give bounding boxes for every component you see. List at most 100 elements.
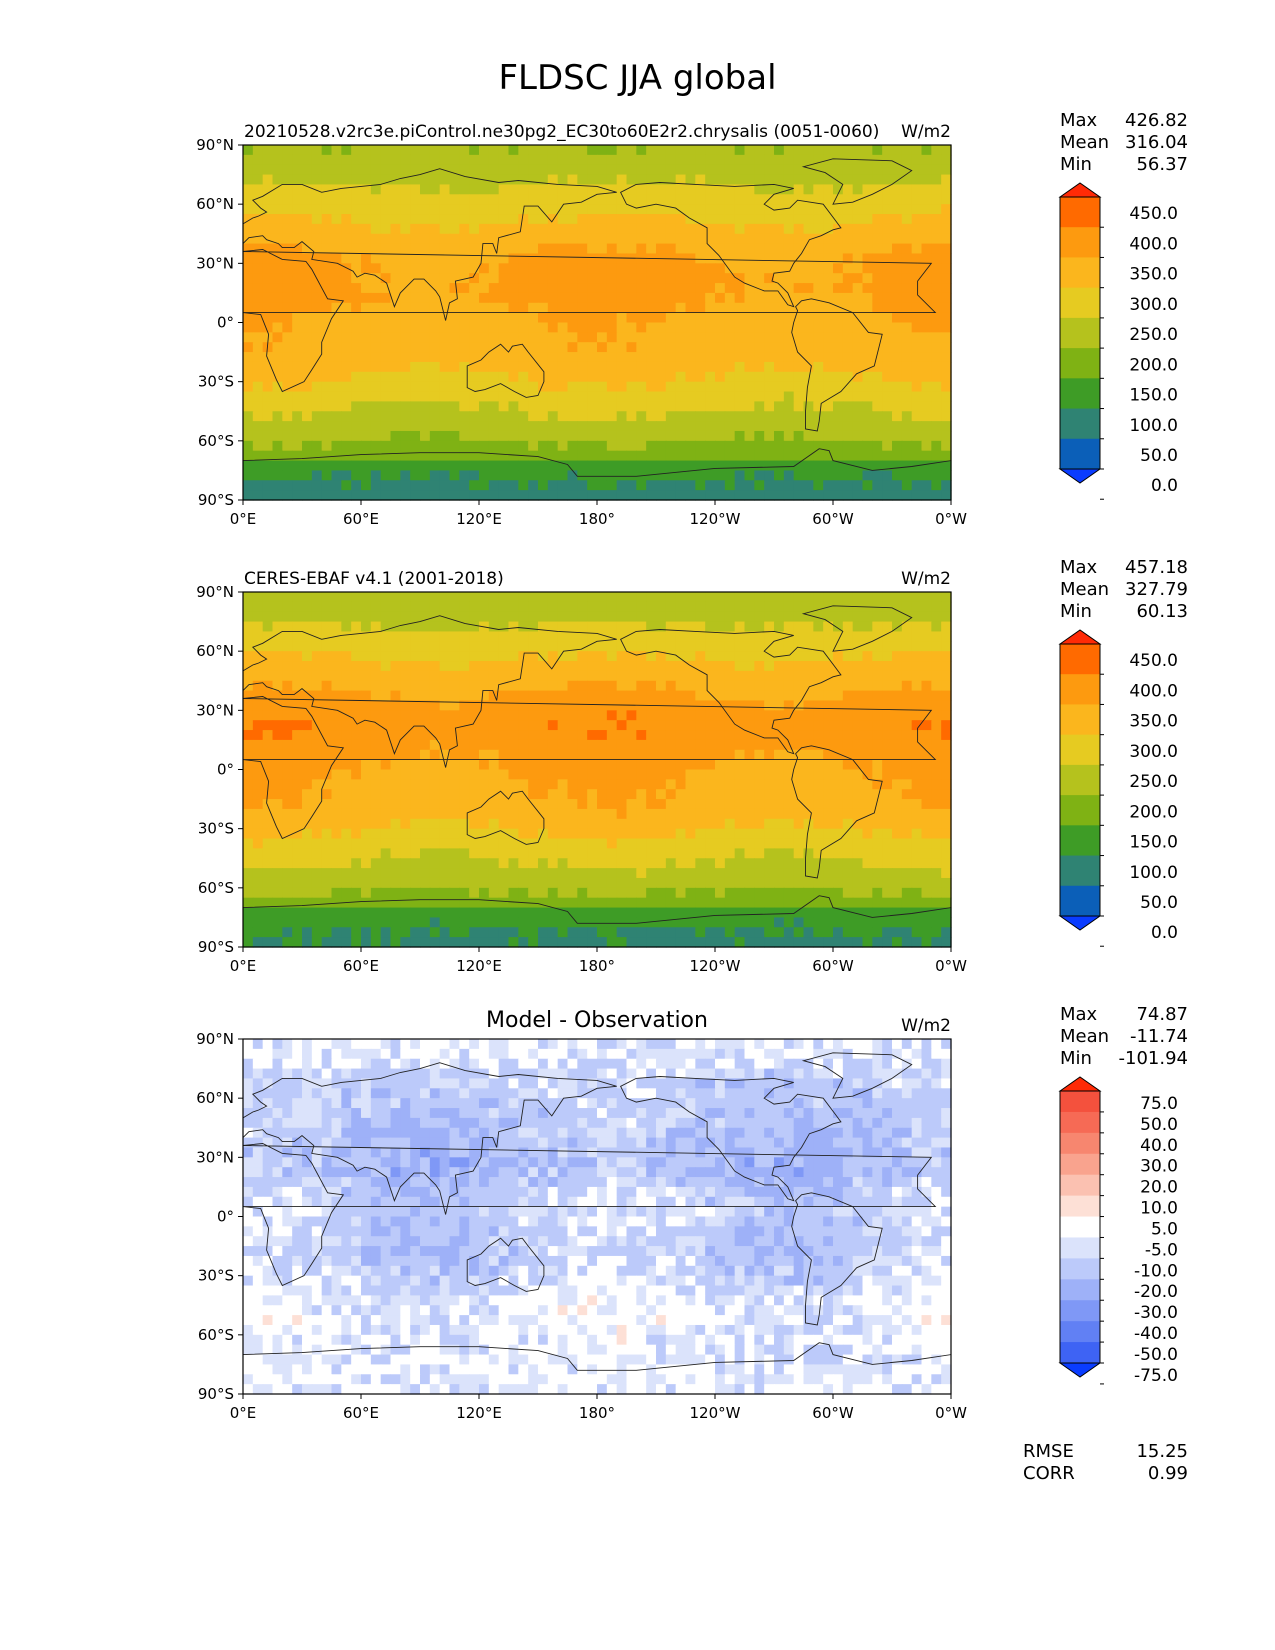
heatmap-cell [439, 808, 451, 820]
heatmap-cell [547, 887, 559, 899]
heatmap-cell [862, 868, 873, 879]
heatmap-cell [646, 223, 657, 235]
heatmap-cell [292, 818, 303, 830]
heatmap-cell [528, 799, 539, 810]
heatmap-cell [646, 401, 657, 412]
heatmap-cell [862, 838, 873, 849]
heatmap-cell [390, 651, 401, 662]
heatmap-cell [744, 759, 755, 771]
heatmap-cell [764, 868, 775, 879]
heatmap-cell [715, 828, 726, 840]
heatmap-cell [882, 342, 893, 353]
heatmap-cell [872, 858, 883, 869]
heatmap-cell [272, 808, 283, 820]
heatmap-cell [587, 411, 598, 422]
heatmap-cell [538, 145, 549, 156]
heatmap-cell [420, 601, 431, 613]
heatmap-cell [823, 828, 834, 840]
heatmap-cell [764, 808, 775, 820]
heatmap-cell [311, 779, 323, 790]
heatmap-cell [311, 592, 323, 603]
heatmap-cell [813, 759, 824, 771]
heatmap-cell [518, 401, 529, 412]
heatmap-cell [892, 145, 903, 156]
heatmap-cell [380, 194, 392, 205]
heatmap-cell [597, 204, 608, 215]
heatmap-cell [823, 641, 834, 652]
heatmap-cell [646, 858, 657, 869]
heatmap-cell [420, 592, 431, 603]
heatmap-cell [331, 381, 342, 393]
heatmap-cell [892, 371, 903, 383]
heatmap-cell [252, 828, 264, 840]
heatmap-cell [400, 292, 411, 304]
heatmap-cell [892, 184, 903, 195]
heatmap-cell [577, 145, 588, 156]
heatmap-cell [754, 799, 765, 810]
heatmap-cell [587, 759, 598, 771]
heatmap-cell [538, 292, 549, 304]
heatmap-cell [656, 233, 667, 245]
heatmap-cell [931, 730, 942, 741]
heatmap-cell [882, 818, 893, 830]
heatmap-cell [538, 352, 549, 363]
heatmap-cell [528, 391, 539, 402]
heatmap-cell [715, 312, 726, 324]
heatmap-cell [508, 253, 519, 264]
heatmap-cell [606, 411, 618, 422]
heatmap-cell [774, 887, 785, 899]
heatmap-cell [341, 848, 352, 859]
heatmap-cell [292, 322, 303, 333]
heatmap-cell [390, 690, 401, 702]
heatmap-cell [479, 470, 490, 481]
heatmap-cell [577, 670, 588, 682]
heatmap-cell [793, 352, 805, 363]
heatmap-cell [921, 145, 932, 156]
heatmap-cell [724, 739, 736, 751]
heatmap-cell [292, 641, 303, 652]
heatmap-cell [380, 868, 392, 879]
heatmap-cell [567, 749, 578, 761]
heatmap-cell [695, 243, 706, 255]
heatmap-cell [498, 401, 510, 412]
heatmap-cell [774, 690, 785, 702]
heatmap-cell [626, 184, 637, 195]
heatmap-cell [282, 808, 293, 820]
heatmap-cell [882, 779, 893, 790]
heatmap-cell [252, 292, 264, 304]
heatmap-cell [272, 411, 283, 422]
heatmap-cell [774, 897, 785, 909]
heatmap-cell [361, 381, 372, 393]
heatmap-cell [449, 184, 460, 195]
heatmap-cell [734, 470, 746, 481]
heatmap-cell [793, 661, 805, 672]
heatmap-cell [872, 352, 883, 363]
heatmap-cell [764, 145, 775, 156]
heatmap-cell [547, 641, 559, 652]
heatmap-cell [390, 700, 401, 711]
heatmap-cell [685, 641, 696, 652]
heatmap-cell [695, 739, 706, 751]
heatmap-cell [892, 263, 903, 274]
heatmap-cell [901, 710, 913, 721]
heatmap-cell [833, 877, 844, 889]
heatmap-cell [547, 391, 559, 402]
heatmap-cell [813, 828, 824, 840]
heatmap-cell [862, 283, 873, 294]
heatmap-cell [665, 769, 677, 780]
heatmap-cell [793, 322, 805, 333]
heatmap-cell [361, 430, 372, 442]
heatmap-cell [282, 592, 293, 603]
heatmap-cell [911, 611, 923, 623]
heatmap-cell [380, 145, 392, 156]
heatmap-cell [852, 789, 864, 800]
heatmap-cell [892, 730, 903, 741]
heatmap-cell [420, 223, 431, 235]
heatmap-cell [941, 749, 952, 761]
heatmap-cell [243, 154, 254, 166]
heatmap-cell [429, 421, 441, 432]
heatmap-cell [823, 223, 834, 235]
heatmap-cell [538, 371, 549, 383]
heatmap-cell [292, 848, 303, 859]
heatmap-cell [370, 391, 382, 402]
